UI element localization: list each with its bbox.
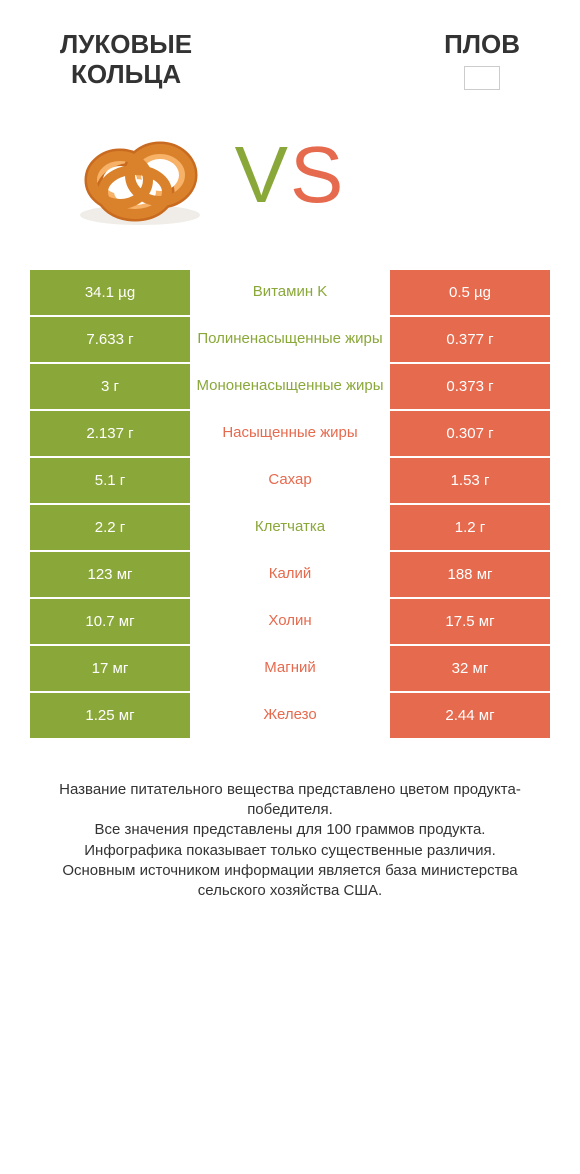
right-value: 2.44 мг	[390, 693, 550, 738]
nutrient-name: Железо	[190, 693, 390, 738]
nutrient-name: Насыщенные жиры	[190, 411, 390, 456]
table-row: 3 гМононенасыщенные жиры0.373 г	[30, 364, 550, 411]
header: ЛУКОВЫЕ КОЛЬЦА ПЛОВ	[0, 0, 580, 100]
vs-v: V	[235, 130, 290, 219]
vs-s: S	[290, 130, 345, 219]
footer-line-2: Все значения представлены для 100 граммо…	[30, 820, 550, 840]
table-row: 5.1 гСахар1.53 г	[30, 458, 550, 505]
footer-line-4: Основным источником информации является …	[30, 861, 550, 902]
table-row: 34.1 µgВитамин K0.5 µg	[30, 270, 550, 317]
table-row: 2.2 гКлетчатка1.2 г	[30, 505, 550, 552]
left-value: 2.2 г	[30, 505, 190, 550]
nutrient-name: Витамин K	[190, 270, 390, 315]
left-value: 5.1 г	[30, 458, 190, 503]
left-value: 3 г	[30, 364, 190, 409]
nutrient-name: Сахар	[190, 458, 390, 503]
nutrient-table: 34.1 µgВитамин K0.5 µg7.633 гПолиненасыщ…	[30, 270, 550, 740]
right-value: 0.5 µg	[390, 270, 550, 315]
nutrient-name: Магний	[190, 646, 390, 691]
nutrient-name: Полиненасыщенные жиры	[190, 317, 390, 362]
right-value: 0.377 г	[390, 317, 550, 362]
right-value: 1.53 г	[390, 458, 550, 503]
left-product-title: ЛУКОВЫЕ КОЛЬЦА	[60, 30, 192, 90]
right-value: 1.2 г	[390, 505, 550, 550]
right-value: 0.373 г	[390, 364, 550, 409]
table-row: 7.633 гПолиненасыщенные жиры0.377 г	[30, 317, 550, 364]
left-value: 7.633 г	[30, 317, 190, 362]
table-row: 123 мгКалий188 мг	[30, 552, 550, 599]
left-value: 10.7 мг	[30, 599, 190, 644]
footer: Название питательного вещества представл…	[0, 740, 580, 902]
right-product-block: ПЛОВ	[444, 30, 520, 90]
nutrient-name: Холин	[190, 599, 390, 644]
right-product-title: ПЛОВ	[444, 30, 520, 60]
right-value: 32 мг	[390, 646, 550, 691]
right-value: 17.5 мг	[390, 599, 550, 644]
left-value: 2.137 г	[30, 411, 190, 456]
right-value: 188 мг	[390, 552, 550, 597]
nutrient-name: Мононенасыщенные жиры	[190, 364, 390, 409]
left-value: 1.25 мг	[30, 693, 190, 738]
left-value: 17 мг	[30, 646, 190, 691]
footer-line-1: Название питательного вещества представл…	[30, 780, 550, 821]
table-row: 17 мгМагний32 мг	[30, 646, 550, 693]
nutrient-name: Клетчатка	[190, 505, 390, 550]
table-row: 1.25 мгЖелезо2.44 мг	[30, 693, 550, 740]
left-value: 123 мг	[30, 552, 190, 597]
nutrient-name: Калий	[190, 552, 390, 597]
image-placeholder-icon	[464, 66, 500, 90]
table-row: 2.137 гНасыщенные жиры0.307 г	[30, 411, 550, 458]
vs-label: VS	[235, 129, 346, 221]
left-value: 34.1 µg	[30, 270, 190, 315]
footer-line-3: Инфографика показывает только существенн…	[30, 841, 550, 861]
vs-row: VS	[0, 100, 580, 270]
right-value: 0.307 г	[390, 411, 550, 456]
table-row: 10.7 мгХолин17.5 мг	[30, 599, 550, 646]
onion-rings-icon	[65, 120, 215, 230]
